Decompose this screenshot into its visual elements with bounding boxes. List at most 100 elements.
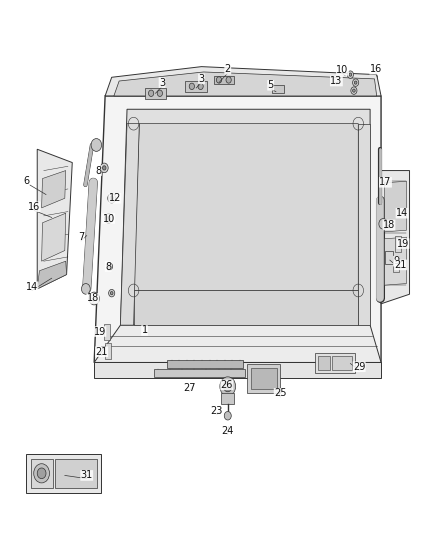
Text: 18: 18 (383, 220, 395, 230)
Polygon shape (42, 213, 66, 261)
Text: 10: 10 (102, 214, 115, 223)
Text: 25: 25 (274, 389, 286, 398)
Polygon shape (393, 256, 399, 272)
Text: 18: 18 (87, 294, 99, 303)
Text: 3: 3 (198, 74, 205, 84)
Text: 16: 16 (28, 202, 40, 212)
Text: 9: 9 (393, 256, 399, 266)
Circle shape (108, 193, 116, 203)
Text: 19: 19 (397, 239, 409, 248)
Text: 23: 23 (211, 407, 223, 416)
Circle shape (107, 216, 110, 221)
Polygon shape (385, 181, 406, 232)
Text: 14: 14 (26, 282, 38, 292)
Polygon shape (105, 67, 381, 96)
Circle shape (91, 139, 102, 151)
Polygon shape (42, 171, 66, 208)
Text: 21: 21 (395, 260, 407, 270)
Polygon shape (55, 459, 97, 488)
Circle shape (226, 77, 231, 83)
Circle shape (223, 381, 232, 392)
Text: 29: 29 (353, 362, 365, 372)
Text: 17: 17 (379, 177, 392, 187)
Polygon shape (134, 124, 358, 290)
Circle shape (109, 289, 115, 297)
Circle shape (353, 89, 355, 92)
Text: 16: 16 (370, 64, 382, 74)
Circle shape (157, 90, 162, 96)
Circle shape (110, 292, 113, 295)
Text: 31: 31 (81, 471, 93, 480)
Text: 3: 3 (159, 78, 165, 87)
Text: 6: 6 (23, 176, 29, 186)
Polygon shape (385, 237, 406, 285)
Circle shape (347, 71, 353, 78)
Polygon shape (104, 324, 110, 340)
Polygon shape (318, 356, 330, 370)
Text: 8: 8 (105, 262, 111, 271)
Circle shape (353, 79, 359, 86)
Polygon shape (272, 85, 284, 93)
Text: 13: 13 (330, 76, 343, 86)
Text: 26: 26 (221, 380, 233, 390)
Polygon shape (134, 290, 358, 325)
Polygon shape (214, 76, 234, 84)
Circle shape (34, 464, 49, 483)
Circle shape (105, 214, 113, 223)
Circle shape (379, 219, 388, 229)
Polygon shape (358, 124, 370, 325)
Polygon shape (120, 109, 370, 325)
Polygon shape (94, 325, 381, 362)
Circle shape (100, 163, 108, 173)
Text: 2: 2 (225, 64, 231, 74)
Circle shape (37, 468, 46, 479)
Circle shape (351, 87, 357, 94)
Text: 1: 1 (141, 326, 148, 335)
Circle shape (354, 81, 357, 84)
Circle shape (106, 263, 113, 270)
Polygon shape (395, 236, 401, 252)
Polygon shape (37, 261, 67, 289)
Text: 14: 14 (396, 208, 408, 218)
Text: 8: 8 (95, 166, 102, 175)
Text: 10: 10 (336, 66, 349, 75)
Polygon shape (120, 124, 139, 325)
Text: 7: 7 (78, 232, 84, 242)
Circle shape (81, 284, 90, 294)
Circle shape (349, 73, 352, 76)
Polygon shape (185, 81, 207, 92)
Polygon shape (315, 353, 355, 373)
Polygon shape (114, 72, 377, 96)
Circle shape (224, 411, 231, 420)
Polygon shape (221, 393, 234, 404)
Text: 5: 5 (268, 80, 274, 90)
Polygon shape (385, 251, 393, 264)
Polygon shape (381, 171, 410, 304)
Polygon shape (26, 454, 101, 493)
Circle shape (108, 265, 111, 268)
Text: 24: 24 (222, 426, 234, 435)
Text: 19: 19 (94, 327, 106, 336)
Polygon shape (167, 360, 243, 368)
Polygon shape (94, 96, 381, 362)
Circle shape (110, 196, 113, 200)
Text: 12: 12 (109, 193, 121, 203)
Text: 27: 27 (183, 383, 195, 393)
Polygon shape (247, 364, 280, 393)
Polygon shape (31, 459, 53, 488)
Polygon shape (37, 149, 72, 289)
Polygon shape (94, 362, 381, 378)
Polygon shape (145, 88, 166, 99)
Circle shape (216, 77, 222, 83)
Text: 21: 21 (95, 347, 108, 357)
Polygon shape (251, 368, 277, 389)
Circle shape (220, 377, 236, 396)
Polygon shape (332, 356, 352, 370)
Circle shape (189, 83, 194, 90)
Circle shape (198, 83, 203, 90)
Circle shape (148, 90, 154, 96)
Polygon shape (154, 369, 245, 377)
Circle shape (89, 292, 99, 305)
Polygon shape (105, 343, 111, 359)
Circle shape (102, 166, 106, 170)
